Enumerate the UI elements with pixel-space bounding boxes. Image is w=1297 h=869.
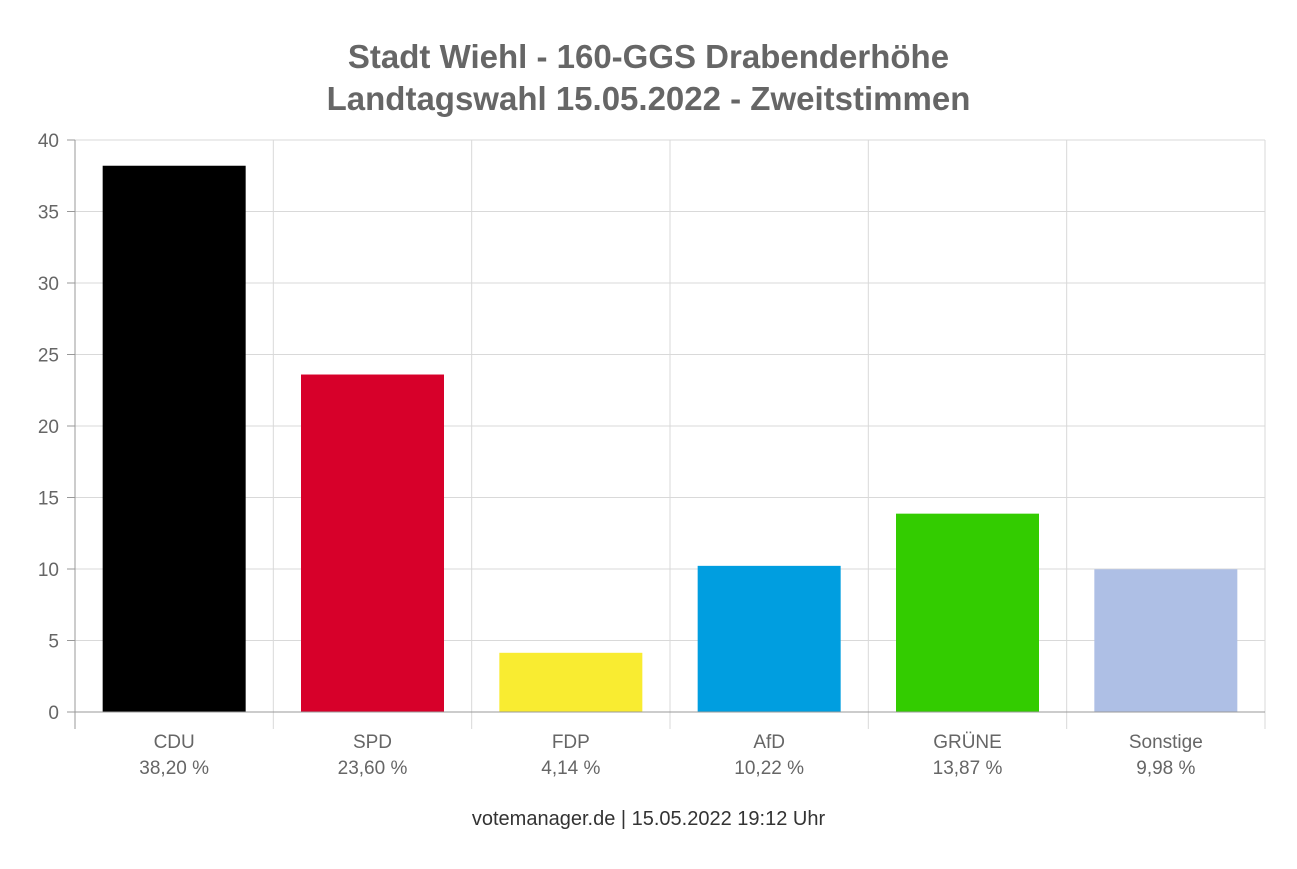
y-tick-label: 10 [38, 560, 59, 581]
y-tick-label: 40 [38, 131, 59, 152]
x-tick-label: AfD [753, 732, 785, 753]
chart-subtitle: Landtagswahl 15.05.2022 - Zweitstimmen [326, 80, 971, 117]
y-tick-label: 15 [38, 489, 59, 510]
x-tick-label: FDP [552, 732, 590, 753]
data-label: 38,20 % [139, 758, 209, 779]
bar-sonstige [1094, 569, 1238, 712]
data-label: 10,22 % [734, 758, 804, 779]
x-tick-label: SPD [353, 732, 392, 753]
chart-title: Stadt Wiehl - 160-GGS Drabenderhöhe [347, 38, 950, 75]
y-tick-label: 30 [38, 274, 59, 295]
footer-credit: votemanager.de | 15.05.2022 19:12 Uhr [471, 808, 826, 830]
y-tick-label: 20 [38, 417, 59, 438]
x-tick-label: CDU [154, 732, 195, 753]
y-tick-label: 35 [38, 203, 59, 224]
y-tick-label: 5 [48, 632, 59, 653]
bar-grüne [896, 513, 1039, 712]
bar-cdu [102, 165, 246, 713]
y-tick-label: 25 [38, 346, 59, 367]
bar-spd [301, 374, 444, 712]
bar-afd [697, 565, 841, 712]
data-label: 4,14 % [541, 758, 600, 779]
x-tick-label: GRÜNE [933, 732, 1002, 753]
data-label: 13,87 % [933, 758, 1003, 779]
bar-fdp [499, 652, 643, 712]
y-tick-label: 0 [48, 703, 59, 724]
x-tick-label: Sonstige [1129, 732, 1203, 753]
data-label: 9,98 % [1136, 758, 1195, 779]
data-label: 23,60 % [338, 758, 408, 779]
